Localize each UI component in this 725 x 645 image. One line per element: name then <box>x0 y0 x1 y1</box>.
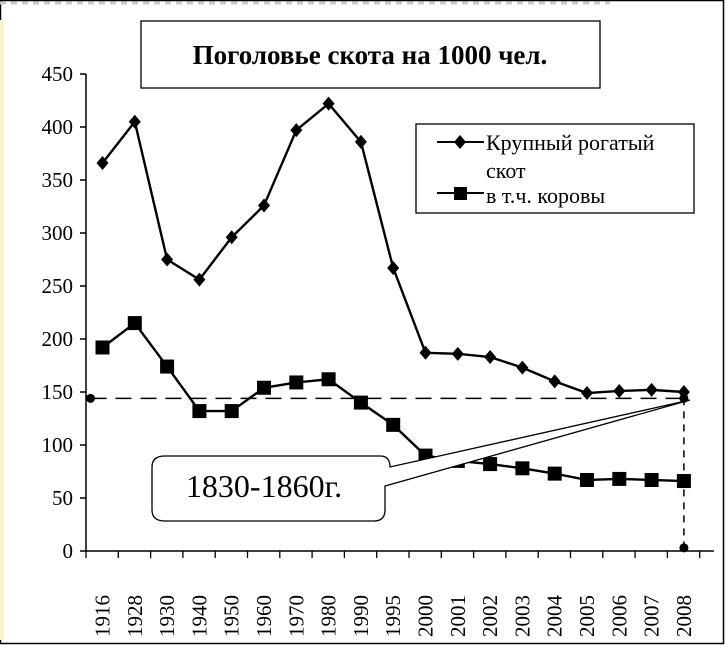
x-tick-label: 2008 <box>672 595 696 637</box>
x-tick-label: 1990 <box>349 595 373 637</box>
x-tick-label: 1970 <box>284 595 308 637</box>
point-cattle <box>193 272 206 287</box>
point-cattle <box>96 156 109 171</box>
point-cows <box>192 404 207 419</box>
point-cattle <box>613 383 626 398</box>
x-tick-label: 2001 <box>446 595 470 637</box>
point-cattle <box>290 123 303 138</box>
point-cattle <box>387 260 400 275</box>
point-cows <box>483 457 498 472</box>
x-tick-label: 1995 <box>381 595 405 637</box>
point-cattle <box>516 360 529 375</box>
point-cows <box>353 395 368 410</box>
point-cattle <box>419 345 432 360</box>
point-cows <box>580 472 594 487</box>
y-tick-label: 200 <box>42 327 74 351</box>
point-cows <box>515 461 530 476</box>
y-tick-label: 350 <box>42 168 74 192</box>
y-tick-label: 100 <box>42 433 74 457</box>
legend: Крупный рогатый скот в т.ч. коровы <box>415 123 695 214</box>
point-cattle <box>581 386 593 401</box>
y-ticks: 0 50 100 150 200 250 300 350 400 450 <box>42 62 86 563</box>
x-tick-label: 2005 <box>575 595 599 637</box>
point-cattle <box>322 96 335 111</box>
y-tick-label: 400 <box>42 115 74 139</box>
chart-title: Поголовье скота на 1000 чел. <box>193 40 548 70</box>
point-cattle <box>645 382 658 397</box>
x-tick-label: 1940 <box>187 595 211 637</box>
y-tick-label: 50 <box>52 486 73 510</box>
point-cows <box>547 466 562 481</box>
legend-label-cows: в т.ч. коровы <box>486 183 605 208</box>
x-tick-label: 1960 <box>252 595 276 637</box>
chart-title-box: Поголовье скота на 1000 чел. <box>140 20 601 89</box>
callout: 1830-1860г. <box>151 399 691 522</box>
callout-box <box>151 399 691 522</box>
x-tick-label: 2006 <box>607 595 631 637</box>
series-layer <box>95 96 691 489</box>
y-tick-label: 250 <box>42 274 74 298</box>
background-artifact <box>0 20 4 640</box>
point-cows <box>127 316 142 331</box>
x-tick-label: 2004 <box>543 595 567 638</box>
point-cattle <box>225 230 238 245</box>
point-cows <box>386 417 401 432</box>
y-tick-label: 300 <box>42 221 74 245</box>
point-cattle <box>258 198 270 213</box>
point-cattle <box>161 252 174 267</box>
point-cows <box>612 471 627 486</box>
x-tick-label: 1916 <box>91 595 115 637</box>
point-cows <box>160 359 175 374</box>
point-cows <box>321 372 336 387</box>
point-cattle <box>677 385 690 399</box>
point-cows <box>257 380 271 395</box>
x-tick-label: 2003 <box>510 595 534 637</box>
x-tick-label: 1928 <box>123 595 147 637</box>
legend-marker-cows <box>454 187 467 200</box>
point-cows <box>676 474 691 489</box>
reference-dot-bottom <box>679 543 689 553</box>
point-cattle <box>451 346 464 361</box>
x-tick-label: 1980 <box>317 595 341 637</box>
legend-label-cattle-line1: Крупный рогатый <box>486 130 655 155</box>
y-tick-label: 150 <box>42 380 74 404</box>
point-cows <box>224 404 239 419</box>
point-cows <box>289 375 304 390</box>
legend-marker-cattle <box>454 135 466 149</box>
x-tick-label: 1930 <box>155 595 179 637</box>
x-tick-label: 2007 <box>640 595 664 637</box>
point-cattle <box>548 374 561 389</box>
callout-text: 1830-1860г. <box>186 468 342 504</box>
x-tick-label: 2002 <box>478 595 502 637</box>
legend-label-cattle-line2: скот <box>486 158 526 183</box>
point-cows <box>644 472 659 487</box>
y-tick-label: 0 <box>63 539 74 563</box>
reference-dot-left <box>86 393 95 403</box>
point-cows <box>95 340 110 355</box>
point-cattle <box>484 350 497 365</box>
x-tick-label: 1950 <box>220 595 244 637</box>
point-cattle <box>354 134 367 149</box>
y-tick-label: 450 <box>42 62 74 86</box>
point-cattle <box>128 114 141 129</box>
x-ticks: 1916 1928 1930 1940 1950 1960 1970 1980 1990 1995… <box>85 551 701 638</box>
x-tick-label: 2000 <box>414 595 438 637</box>
